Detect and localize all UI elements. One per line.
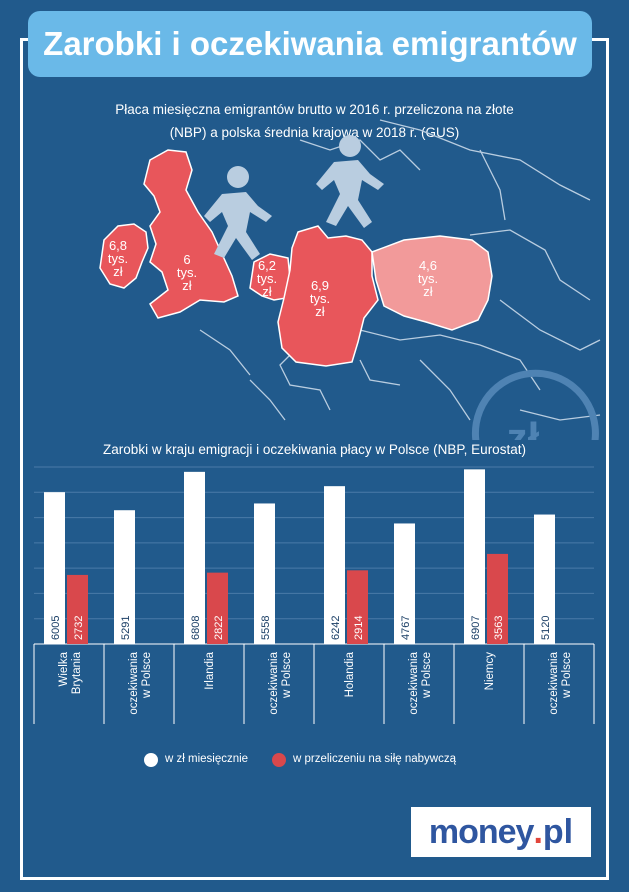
category-label: oczekiwaniaw Polsce [128,651,153,714]
bar-pln-label: 4767 [400,616,412,640]
bar-ppp [67,574,88,644]
bar-ppp-label: 2914 [353,616,365,640]
map-value-line: tys. [257,271,277,286]
map-value-line: 6,2 [258,258,276,273]
map-value-line: tys. [108,251,128,266]
bar-pln [464,469,485,644]
walking-person-icon [204,166,272,260]
bar-pln-label: 5558 [260,616,272,640]
category-label-line: Wielka [58,651,70,686]
zl-exchange-icon [471,369,599,440]
chart-legend: w zł miesięcznie w przeliczeniu na siłę … [0,751,629,771]
map-great-britain [143,149,239,319]
legend-label-ppp: w przeliczeniu na siłę nabywczą [293,753,456,765]
europe-map: zł 6,8 tys. zł6 tys. zł6,2 tys. zł 6,9 tys. zł4,6… [99,119,601,440]
category-label-line: w Polsce [281,652,293,699]
walking-person-icon-2 [316,135,384,228]
map-value-label: 4,6 tys. zł [418,258,438,299]
bar-ppp [487,553,508,644]
category-label-line: oczekiwania [548,651,560,714]
bar-pln-label: 6005 [50,616,62,640]
bar-ppp-label: 2732 [73,616,85,640]
category-label: Holandia [344,651,356,697]
bar-ppp [347,570,368,644]
bar-pln [254,503,275,644]
bar-pln-label: 6242 [330,616,342,640]
map-germany [277,225,379,367]
map-borders [199,119,601,421]
bar-pln [534,514,555,644]
bar-pln-label: 5120 [540,616,552,640]
category-label-line: w Polsce [141,652,153,699]
legend-label-pln: w zł miesięcznie [165,753,249,765]
money-pl-logo: money. pl [411,807,591,857]
category-label-line: w Polsce [561,652,573,699]
legend-swatch-pln [144,753,158,767]
legend-swatch-ppp [272,753,286,767]
category-label: Niemcy [484,652,496,691]
category-label: oczekiwaniaw Polsce [408,651,433,714]
map-value-line: zł [182,278,192,293]
category-label-line: Holandia [344,651,356,697]
bar-ppp [207,572,228,644]
map-value-label: 6,2 tys. zł [257,258,277,299]
map-subtitle-line-2: (NBP) a polska średnia krajowa w 2018 r.… [169,125,460,140]
bar-pln-label: 5291 [120,616,132,640]
zl-symbol: zł [507,414,540,440]
category-label: Irlandia [204,651,216,689]
chart-title: Zarobki w kraju emigracji i oczekiwania … [103,442,526,457]
category-label-line: Brytania [71,651,83,694]
logo-pl: pl [542,812,574,851]
map-value-line: 6 [183,252,190,267]
map-ireland [99,223,149,289]
logo-dot: . [533,812,543,851]
map-value-line: 6,9 [311,278,329,293]
category-label-line: oczekiwania [128,651,140,714]
bar-pln [184,471,205,644]
category-label: oczekiwaniaw Polsce [548,651,573,714]
bar-ppp-label: 3563 [493,616,505,640]
bar-pln-label: 6808 [190,616,202,640]
bar-pln [44,492,65,644]
title-banner: Zarobki i oczekiwania emigrantów [28,11,592,77]
bar-ppp-label: 2822 [213,616,225,640]
category-label-line: Niemcy [484,652,496,691]
bar-pln [114,510,135,644]
category-label-line: oczekiwania [268,651,280,714]
map-subtitle: Płaca miesięczna emigrantów brutto w 201… [40,98,589,144]
category-label-line: Irlandia [204,651,216,689]
category-label-line: w Polsce [421,652,433,699]
map-value-line: zł [315,304,325,319]
map-poland [371,235,493,331]
category-label-line: oczekiwania [408,651,420,714]
map-value-line: tys. [177,265,197,280]
map-value-line: zł [262,284,272,299]
map-subtitle-line-1: Płaca miesięczna emigrantów brutto w 201… [115,102,514,117]
map-value-line: zł [423,284,433,299]
bar-pln [324,486,345,644]
map-value-line: tys. [310,291,330,306]
category-label: WielkaBrytania [58,651,83,694]
map-value-label: 6 tys. zł [177,252,197,293]
page-title: Zarobki i oczekiwania emigrantów [43,25,577,62]
map-value-line: tys. [418,271,438,286]
logo-money: money [428,812,535,851]
map-value-line: 4,6 [419,258,437,273]
map-value-line: 6,8 [109,238,127,253]
bar-pln-label: 6907 [470,616,482,640]
map-value-label: 6,8 tys. zł [108,238,128,279]
bar-pln [394,523,415,644]
map-value-line: zł [113,264,123,279]
category-label: oczekiwaniaw Polsce [268,651,293,714]
map-value-label: 6,9 tys. zł [310,278,330,319]
